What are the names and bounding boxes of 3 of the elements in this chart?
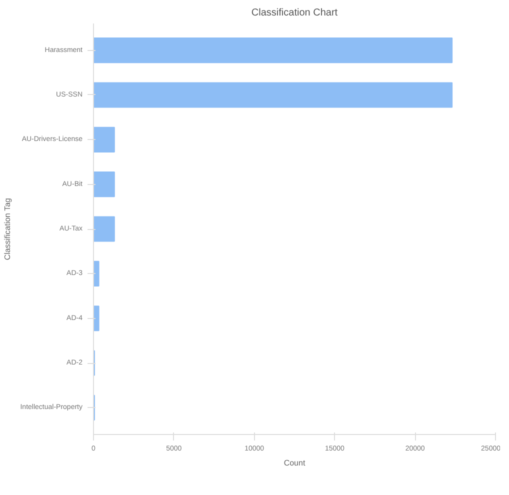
x-axis-title: Count bbox=[284, 458, 306, 468]
y-axis-title: Classification Tag bbox=[3, 198, 12, 260]
chart-title: Classification Chart bbox=[251, 8, 338, 18]
